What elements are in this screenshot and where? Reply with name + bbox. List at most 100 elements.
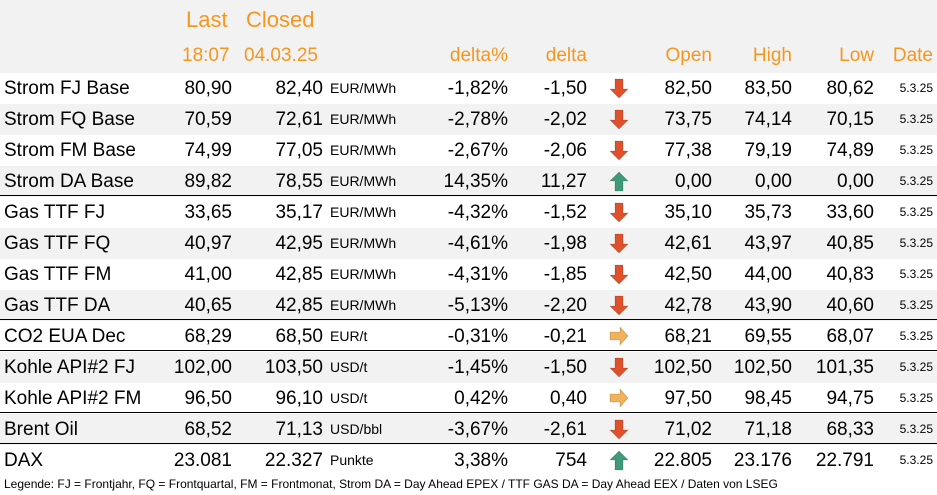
date-value: 5.3.25 [899,81,933,95]
last-value: 89,82 [184,171,232,192]
unit-label: EUR/MWh [330,235,397,251]
delta-value: -1,50 [543,78,587,99]
open-value: 68,21 [664,326,712,347]
table-row: Gas TTF FJ 33,65 35,17 EUR/MWh -4,32% -1,52 35… [0,197,937,228]
unit-label: EUR/MWh [330,173,397,189]
table-row: Gas TTF DA 40,65 42,85 EUR/MWh -5,13% -2,20 42… [0,290,937,321]
open-value: 0,00 [675,171,712,192]
table-row: Kohle API#2 FM 96,50 96,10 USD/t 0,42% 0,40 97… [0,383,937,414]
date-value: 5.3.25 [899,391,933,405]
low-value: 94,75 [826,388,874,409]
date-value: 5.3.25 [899,112,933,126]
delta-value: -2,06 [543,140,587,161]
header-date: Date [892,45,933,66]
high-value: 71,18 [744,419,792,440]
open-value: 42,50 [664,264,712,285]
last-value: 68,29 [184,326,232,347]
high-value: 44,00 [744,264,792,285]
open-value: 42,61 [664,233,712,254]
last-value: 80,90 [184,78,232,99]
last-value: 102,00 [173,357,232,378]
trend-down-arrow-icon [609,233,629,254]
low-value: 68,07 [826,326,874,347]
unit-label: USD/bbl [330,421,383,437]
delta-value: -1,98 [543,233,587,254]
table-header: Last Closed 18:07 04.03.25 delta% delta … [0,0,937,73]
group-divider [0,350,937,351]
trend-down-arrow-icon [609,109,629,130]
delta-pct-value: -2,78% [447,109,508,130]
header-last: Last [186,7,228,32]
unit-label: EUR/MWh [330,80,397,96]
table-row: Kohle API#2 FJ 102,00 103,50 USD/t -1,45% -1,… [0,352,937,383]
open-value: 102,50 [653,357,712,378]
closed-value: 71,13 [275,419,323,440]
header-delta-pct: delta% [449,45,508,66]
instrument-name: DAX [4,450,44,471]
instrument-name: Kohle API#2 FM [4,388,142,409]
unit-label: EUR/MWh [330,204,397,220]
date-value: 5.3.25 [899,236,933,250]
delta-value: 754 [555,450,587,471]
table-row: Brent Oil 68,52 71,13 USD/bbl -3,67% -2,61 71,… [0,414,937,445]
high-value: 79,19 [744,140,792,161]
unit-label: Punkte [330,452,374,468]
unit-label: EUR/MWh [330,297,397,313]
open-value: 77,38 [664,140,712,161]
high-value: 98,45 [744,388,792,409]
group-divider [0,412,937,413]
date-value: 5.3.25 [899,453,933,467]
high-value: 23.176 [733,450,792,471]
header-last-time: 18:07 [182,45,230,66]
delta-pct-value: -2,67% [447,140,508,161]
delta-value: -1,50 [543,357,587,378]
delta-value: -1,85 [543,264,587,285]
header-open: Open [665,45,712,66]
high-value: 69,55 [744,326,792,347]
date-value: 5.3.25 [899,422,933,436]
closed-value: 42,85 [275,264,323,285]
high-value: 43,97 [744,233,792,254]
delta-pct-value: -0,31% [447,326,508,347]
open-value: 35,10 [664,202,712,223]
closed-value: 82,40 [275,78,323,99]
open-value: 22.805 [653,450,712,471]
unit-label: USD/t [330,359,368,375]
last-value: 40,97 [184,233,232,254]
table-row: Gas TTF FM 41,00 42,85 EUR/MWh -4,31% -1,85 42… [0,259,937,290]
instrument-name: Gas TTF FM [4,264,112,285]
closed-value: 42,95 [275,233,323,254]
delta-pct-value: 0,42% [454,388,508,409]
table-row: Strom FQ Base 70,59 72,61 EUR/MWh -2,78% -2,0… [0,104,937,135]
last-value: 74,99 [184,140,232,161]
high-value: 0,00 [755,171,792,192]
low-value: 70,15 [826,109,874,130]
trend-down-arrow-icon [609,419,629,440]
last-value: 23.081 [173,450,232,471]
delta-value: 11,27 [540,171,587,192]
table-row: Strom FJ Base 80,90 82,40 EUR/MWh -1,82% -1,5… [0,73,937,104]
last-value: 41,00 [184,264,232,285]
last-value: 70,59 [184,109,232,130]
delta-pct-value: -4,31% [447,264,508,285]
delta-value: -2,61 [543,419,587,440]
table-row: CO2 EUA Dec 68,29 68,50 EUR/t -0,31% -0,21 68,… [0,321,937,352]
instrument-name: Brent Oil [4,419,78,440]
unit-label: EUR/MWh [330,266,397,282]
date-value: 5.3.25 [899,298,933,312]
header-delta: delta [545,45,587,66]
trend-down-arrow-icon [609,264,629,285]
high-value: 35,73 [744,202,792,223]
closed-value: 96,10 [275,388,323,409]
low-value: 33,60 [826,202,874,223]
instrument-name: Gas TTF DA [4,295,111,316]
trend-flat-arrow-icon [609,326,629,346]
high-value: 83,50 [744,78,792,99]
low-value: 22.791 [815,450,874,471]
instrument-name: Gas TTF FJ [4,202,105,223]
trend-up-arrow-icon [609,450,629,471]
delta-pct-value: -3,67% [447,419,508,440]
instrument-name: Strom FJ Base [4,78,130,99]
trend-down-arrow-icon [609,357,629,378]
